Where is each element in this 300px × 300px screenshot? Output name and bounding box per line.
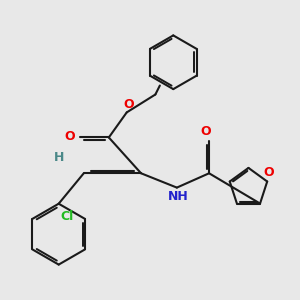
Text: O: O [64, 130, 75, 143]
Text: Cl: Cl [60, 210, 74, 223]
Text: O: O [123, 98, 134, 111]
Text: O: O [200, 125, 211, 138]
Text: NH: NH [168, 190, 189, 203]
Text: O: O [264, 166, 274, 178]
Text: H: H [53, 151, 64, 164]
